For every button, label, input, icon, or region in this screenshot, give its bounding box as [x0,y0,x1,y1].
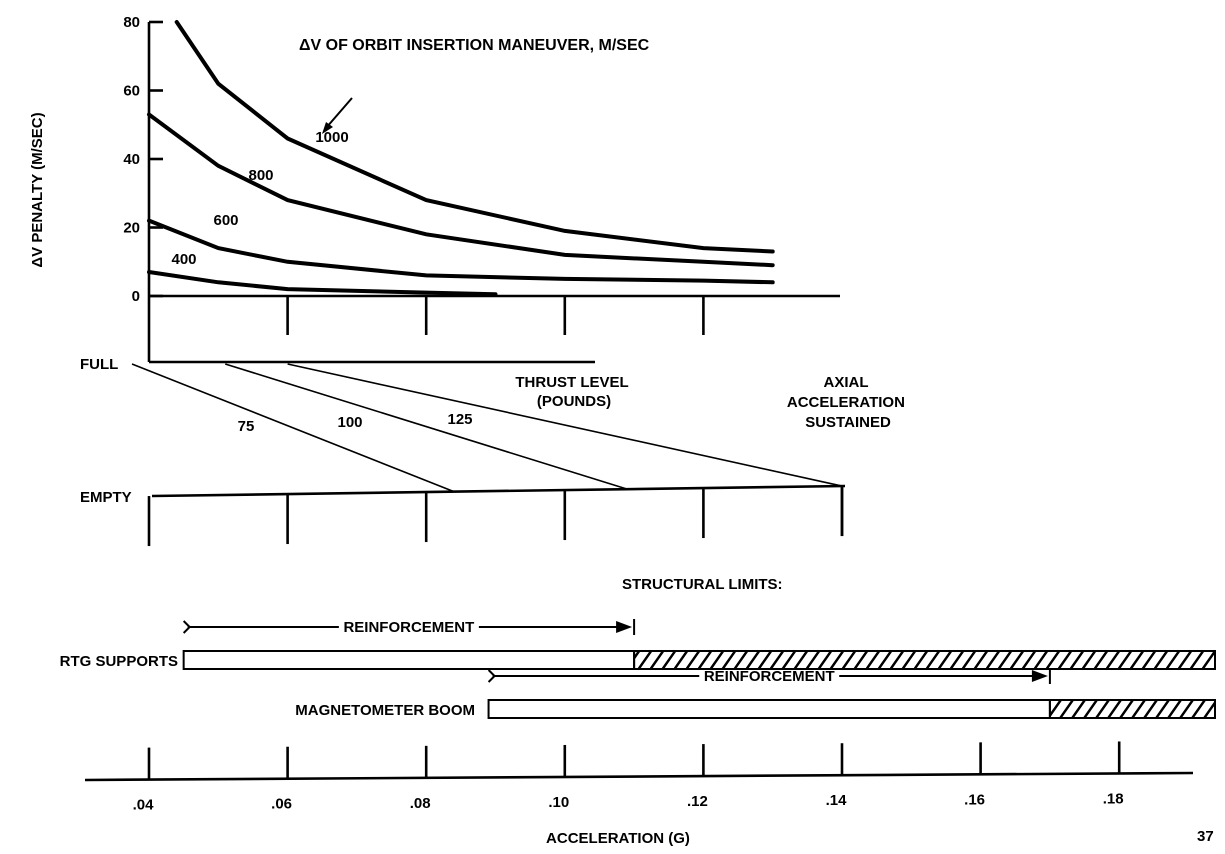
curve-400 [147,270,498,297]
annotation-arrow-head [322,122,333,134]
curve-label-600: 600 [213,212,238,229]
accel-tick-label-6: .16 [964,791,985,808]
penalty-y-tick-label-0: 0 [132,288,140,305]
axial-line3: SUSTAINED [805,414,891,431]
acceleration-axis-line [84,771,1194,782]
curve-label-400: 400 [171,251,196,268]
thrust-fan-lines: 75 100 125 [131,363,843,493]
accel-tick-label-2: .08 [410,795,431,812]
thrust-level-title: THRUST LEVEL (POUNDS) [515,374,632,410]
empty-label: EMPTY [80,489,132,506]
penalty-y-tick-labels: 80 60 40 20 0 [123,14,140,305]
thrust-line-125 [287,363,843,487]
penalty-y-tick-label-80: 80 [123,14,140,31]
accel-tick-label-3: .10 [548,794,569,811]
bar-label-0: RTG SUPPORTS [60,653,178,670]
bar-limit-1 [1048,699,1217,719]
page-number: 37 [1197,828,1214,845]
reinf-head-0 [616,621,633,633]
penalty-curves: 1000 800 600 400 [147,20,775,297]
empty-axis-line [151,484,846,498]
structural-limits-title: STRUCTURAL LIMITS: [622,576,783,593]
curve-label-1000: 1000 [315,129,348,146]
full-label: FULL [80,356,118,373]
bar-label-1: MAGNETOMETER BOOM [295,702,475,719]
curve-label-800: 800 [248,167,273,184]
insertion-annotation: ΔV OF ORBIT INSERTION MANEUVER, M/SEC [299,37,650,54]
curve-1000 [174,20,775,254]
accel-tick-label-4: .12 [687,793,708,810]
structural-bars: RTG SUPPORTS REINFORCEMENT MAGNETOMETER BO… [60,619,1217,719]
thrust-label-100: 100 [337,414,362,431]
curve-600 [147,218,775,285]
accel-tick-label-1: .06 [271,796,292,813]
thrust-label-125: 125 [447,411,472,428]
thrust-label-75: 75 [238,418,255,435]
thrust-level-line2: (POUNDS) [537,393,611,410]
thrust-line-100 [224,363,628,490]
bar-safe-0 [182,650,636,670]
penalty-y-tick-label-20: 20 [123,220,140,237]
accel-tick-label-5: .14 [826,792,848,809]
bar-safe-1 [487,699,1051,719]
annotation-arrow-line [325,97,353,129]
accel-tick-label-0: .04 [133,797,155,814]
empty-tick-marks [147,486,844,547]
penalty-panel: 80 60 40 20 0 ΔV PENALTY (M/SEC) ΔV OF ORBIT… [29,14,840,364]
penalty-y-tick-label-40: 40 [123,151,140,168]
penalty-y-tick-label-60: 60 [123,83,140,100]
axial-line2: ACCELERATION [787,394,905,411]
reinf-label-1: REINFORCEMENT [704,668,835,685]
reinf-label-0: REINFORCEMENT [343,619,474,636]
curve-800 [147,112,775,268]
thrust-level-line1: THRUST LEVEL [515,374,628,391]
penalty-y-axis-title: ΔV PENALTY (M/SEC) [29,112,46,267]
penalty-x-tick-marks [286,296,705,335]
thrust-panel: FULL EMPTY 75 100 125 THRUST LEVEL (POUNDS… [80,356,909,547]
accel-tick-label-7: .18 [1103,790,1124,807]
penalty-y-tick-marks [149,20,163,298]
thrust-line-75 [131,363,455,493]
axial-acceleration-title: AXIAL ACCELERATION SUSTAINED [787,374,909,431]
acceleration-tick-labels: .04 .06 .08 .10 .12 .14 .16 .18 [133,790,1124,813]
structural-panel: STRUCTURAL LIMITS: RTG SUPPORTS REINFORCE… [60,576,1217,847]
axial-line1: AXIAL [824,374,869,391]
bar-limit-0 [633,650,1216,670]
acceleration-axis-title: ACCELERATION (G) [546,830,690,847]
acceleration-tick-marks [147,741,1121,780]
reinf-head-1 [1031,670,1048,682]
